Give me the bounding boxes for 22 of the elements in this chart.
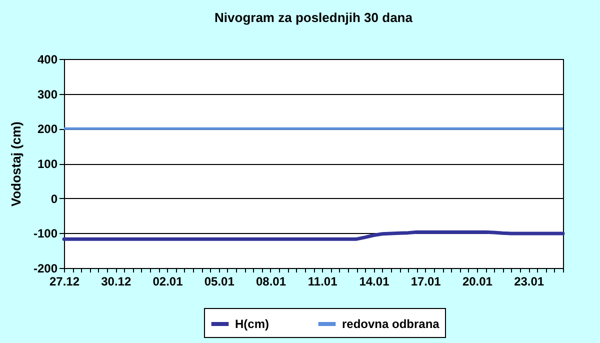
x-tick-label: 23.01	[514, 274, 544, 288]
line-series	[62, 230, 565, 241]
y-tick-label: 200	[37, 122, 58, 136]
x-tick-label: 20.01	[462, 274, 493, 288]
y-tick-label: -100	[33, 226, 58, 241]
chart-title: Nivogram za poslednjih 30 dana	[214, 10, 414, 25]
y-axis-title: Vodostaj (cm)	[8, 122, 24, 206]
x-tick-label: 27.12	[49, 274, 80, 288]
y-tick-label: 300	[37, 87, 58, 102]
x-tick-label: 05.01	[204, 274, 235, 288]
x-tick-label: 17.01	[410, 274, 442, 288]
y-tick-label: 400	[37, 52, 58, 66]
legend-label: H(cm)	[235, 317, 270, 331]
y-tick-label: 0	[50, 192, 58, 206]
x-tick-label: 14.01	[359, 274, 390, 288]
y-tick-label: 100	[37, 157, 58, 171]
legend-label: redovna odbrana	[342, 317, 440, 331]
x-tick-label: 11.01	[308, 274, 338, 288]
x-tick-label: 30.12	[101, 274, 132, 288]
x-tick-label: 02.01	[152, 274, 184, 288]
y-tick-label: -200	[33, 262, 58, 276]
x-tick-label: 08.01	[256, 274, 286, 288]
